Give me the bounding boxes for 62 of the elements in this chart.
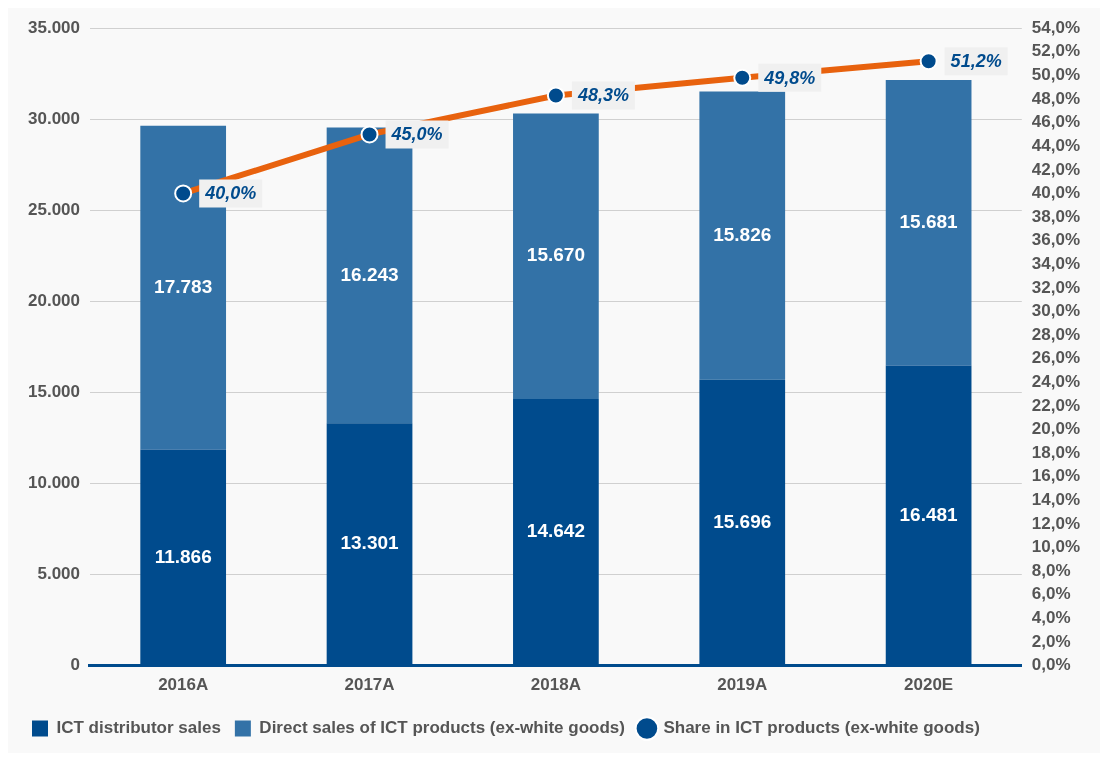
y2-tick-label: 24,0%	[1031, 372, 1080, 391]
y-tick-label: 0	[70, 655, 80, 675]
y2-tick-label: 16,0%	[1031, 466, 1080, 486]
y2-tick-label: 40,0%	[1031, 183, 1080, 203]
data-label: 11.866	[154, 545, 212, 567]
y2-tick-label: 42,0%	[1031, 159, 1080, 179]
data-label: 48,3%	[576, 85, 629, 106]
y2-tick-label: 4,0%	[1031, 608, 1071, 628]
y2-tick-label: 50,0%	[1031, 65, 1080, 85]
y-tick-label: 30.000	[28, 108, 80, 128]
data-label: 17.783	[154, 275, 213, 297]
y2-tick-label: 32,0%	[1031, 277, 1080, 297]
legend-label: ICT distributor sales	[56, 718, 221, 738]
bar	[885, 79, 972, 366]
data-label: 45,0%	[390, 124, 443, 145]
y2-tick-label: 20,0%	[1031, 419, 1080, 439]
y2-tick-label: 14,0%	[1031, 490, 1080, 510]
y2-tick-label: 2,0%	[1031, 631, 1071, 651]
y2-tick-label: 46,0%	[1031, 112, 1080, 132]
y2-tick-label: 54,0%	[1031, 17, 1080, 37]
y-tick-label: 5.000	[37, 564, 80, 584]
data-label: 15.826	[713, 223, 772, 245]
x-tick-label: 2018A	[530, 675, 581, 695]
y2-tick-label: 6,0%	[1031, 584, 1071, 604]
y2-tick-label: 10,0%	[1031, 537, 1080, 557]
y2-tick-label: 8,0%	[1031, 560, 1071, 580]
y-tick-label: 20.000	[28, 291, 80, 311]
legend-label: Share in ICT products (ex-white goods)	[663, 718, 980, 738]
y2-tick-label: 34,0%	[1031, 253, 1080, 273]
data-label: 16.481	[899, 503, 959, 525]
y2-tick-label: 52,0%	[1031, 41, 1080, 61]
y2-tick-label: 22,0%	[1031, 395, 1080, 415]
y2-tick-label: 38,0%	[1031, 206, 1080, 226]
y-tick-label: 35.000	[28, 17, 80, 37]
y2-tick-label: 36,0%	[1031, 230, 1080, 250]
data-label: 13.301	[340, 532, 400, 554]
data-label: 40,0%	[204, 183, 257, 204]
x-tick-label: 2019A	[717, 675, 768, 695]
y2-tick-label: 48,0%	[1031, 88, 1080, 108]
x-tick-label: 2016A	[158, 675, 209, 695]
y2-tick-label: 12,0%	[1031, 513, 1080, 533]
legend-label: Direct sales of ICT products (ex-white goods)	[259, 718, 625, 738]
y2-tick-label: 44,0%	[1031, 135, 1080, 155]
y-tick-label: 15.000	[28, 382, 80, 402]
x-tick-label: 2017A	[344, 675, 395, 695]
y-tick-label: 25.000	[28, 200, 80, 219]
data-label: 14.642	[526, 520, 585, 542]
y2-tick-label: 0,0%	[1031, 655, 1071, 675]
y-tick-label: 10.000	[28, 473, 80, 493]
bar	[699, 91, 786, 380]
data-label: 15.696	[713, 510, 772, 532]
data-label: 49,8%	[763, 67, 816, 88]
data-label: 16.243	[340, 263, 399, 285]
y2-tick-label: 30,0%	[1031, 301, 1080, 321]
bar	[513, 113, 599, 399]
data-label: 51,2%	[950, 51, 1002, 72]
data-label: 15.681	[899, 210, 959, 232]
y2-tick-label: 18,0%	[1031, 442, 1080, 462]
x-tick-label: 2020E	[904, 675, 954, 695]
y2-tick-label: 26,0%	[1031, 348, 1080, 368]
data-label: 15.670	[526, 244, 585, 266]
y2-tick-label: 28,0%	[1031, 324, 1080, 344]
